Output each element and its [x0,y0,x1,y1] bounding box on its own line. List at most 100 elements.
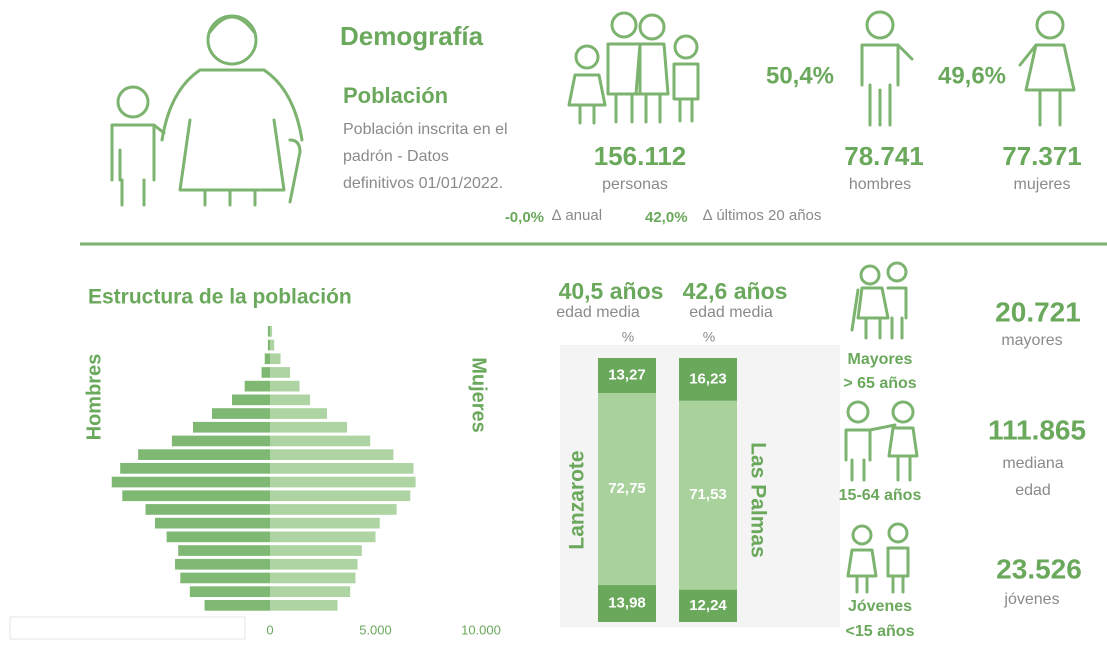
bar-women [270,449,393,460]
women-label: mujeres [1014,176,1071,193]
women-pct: 49,6% [938,62,1006,89]
icon-woman [1020,12,1074,125]
men-label: hombres [849,176,911,193]
value-label: 71,53 [689,486,727,503]
value-label: 72,75 [608,480,646,497]
bar-women [270,367,290,378]
age-value: 40,5 años [559,278,664,304]
icon-adults [846,402,917,480]
y-unit-label: % [703,329,715,345]
women: 77.371 [1002,141,1082,171]
icon-family [569,13,698,123]
bar-men [205,600,270,611]
annual-change: -0,0% [505,209,544,226]
value-label: 16,23 [689,370,727,387]
bar-women [270,573,355,584]
bar-men [178,545,270,556]
group-count: 111.865 [988,414,1086,445]
bar-men [155,518,270,529]
description: padrón - Datos [343,148,449,165]
group-count-label: mayores [1001,332,1062,349]
icon-man [862,12,912,125]
men-pct: 50,4% [766,62,834,89]
icon-elders [852,263,906,338]
age-label: edad media [556,304,640,321]
bar-men [190,586,270,597]
women-axis-label: Mujeres [468,357,490,433]
bar-men [268,340,270,351]
bar-women [270,353,281,364]
bar-women [270,436,370,447]
group-count: 23.526 [996,553,1082,584]
bar-women [270,463,413,474]
bar-women [270,586,350,597]
category-label: Lanzarote [566,450,589,549]
men-axis-label: Hombres [83,354,105,441]
age-label: edad media [689,304,773,321]
total: 156.112 [594,141,687,171]
bar-women [270,490,410,501]
bar-women [270,422,347,433]
bar-men [212,408,270,419]
bar-women [270,477,416,488]
group-label: Mayores [848,351,913,368]
icon-children [848,524,908,592]
bar-women [270,504,397,515]
annual-label: ∆ anual [552,207,602,224]
bar-women [270,559,358,570]
change-20y: 42,0% [645,209,688,226]
bar-men [146,504,270,515]
bar-women [270,545,362,556]
subtitle: Población [343,83,448,108]
x-tick-label: 0 [266,622,273,637]
group-label: 15-64 años [839,487,922,504]
group-label: <15 años [846,623,915,640]
bar-men [175,559,270,570]
bar-men [120,463,270,474]
search-box[interactable] [10,617,245,639]
bar-women [270,532,376,543]
dashboard: Demografía Población Población inscrita … [0,0,1107,649]
pyramid-title: Estructura de la población [88,286,352,309]
bar-men [262,367,270,378]
group-count-label: edad [1015,482,1051,499]
bar-men [138,449,270,460]
bar-men [268,326,270,337]
group-count: 20.721 [995,296,1081,327]
bar-men [167,532,270,543]
bar-women [270,326,272,337]
bar-women [270,518,380,529]
value-label: 13,98 [608,595,646,612]
bar-men [172,436,270,447]
bar-men [193,422,270,433]
x-tick-label: 10.000 [461,622,501,637]
group-count-label: jóvenes [1003,591,1059,608]
category-label: Las Palmas [746,442,769,558]
bar-women [270,395,310,406]
age-value: 42,6 años [683,278,788,304]
bar-women [270,381,300,392]
bar-men [112,477,270,488]
value-label: 13,27 [608,366,646,383]
bar-women [270,600,338,611]
y-unit-label: % [622,329,634,345]
bar-men [232,395,270,406]
icon-family-elder [112,16,302,205]
x-tick-label: 5.000 [359,622,392,637]
value-label: 12,24 [689,597,727,614]
group-count-label: mediana [1002,455,1063,472]
bar-women [270,340,274,351]
bar-men [122,490,270,501]
description: definitivos 01/01/2022. [343,175,503,192]
bar-women [270,408,327,419]
title: Demografía [340,21,484,51]
group-label: > 65 años [843,375,916,392]
bar-men [180,573,270,584]
bar-men [265,353,270,364]
description: Población inscrita en el [343,121,508,138]
men: 78.741 [844,141,924,171]
group-label: Jóvenes [848,598,912,615]
bar-men [245,381,270,392]
total-label: personas [602,176,668,193]
change-20y-label: ∆ últimos 20 años [703,207,821,224]
